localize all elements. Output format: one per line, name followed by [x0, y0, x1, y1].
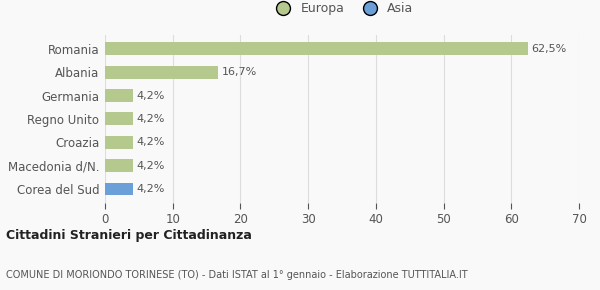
Text: Cittadini Stranieri per Cittadinanza: Cittadini Stranieri per Cittadinanza [6, 229, 252, 242]
Bar [105, 42, 528, 55]
Bar [105, 113, 133, 125]
Bar [105, 182, 133, 195]
Bar [105, 66, 218, 79]
Text: 62,5%: 62,5% [532, 44, 567, 54]
Legend: Europa, Asia: Europa, Asia [266, 0, 418, 20]
Text: 4,2%: 4,2% [137, 114, 165, 124]
Text: 4,2%: 4,2% [137, 137, 165, 147]
Text: COMUNE DI MORIONDO TORINESE (TO) - Dati ISTAT al 1° gennaio - Elaborazione TUTTI: COMUNE DI MORIONDO TORINESE (TO) - Dati … [6, 270, 467, 280]
Bar [105, 159, 133, 172]
Text: 4,2%: 4,2% [137, 161, 165, 171]
Text: 4,2%: 4,2% [137, 184, 165, 194]
Text: 16,7%: 16,7% [221, 67, 257, 77]
Text: 4,2%: 4,2% [137, 90, 165, 101]
Bar [105, 136, 133, 149]
Bar [105, 89, 133, 102]
